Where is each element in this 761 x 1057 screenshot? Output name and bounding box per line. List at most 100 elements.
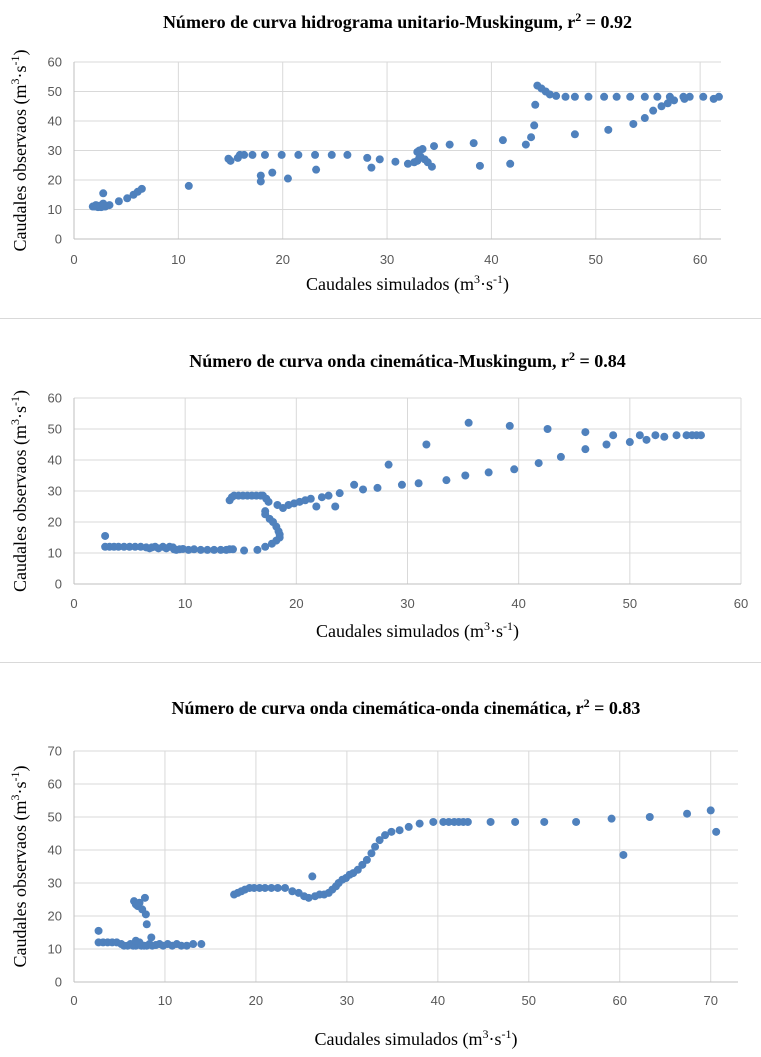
data-point	[430, 142, 439, 151]
data-point	[99, 189, 108, 198]
y-tick-label: 20	[48, 515, 62, 530]
y-tick-label: 0	[55, 975, 62, 990]
data-point	[602, 440, 611, 449]
chart-panel-1: Número de curva hidrograma unitario-Musk…	[0, 0, 761, 318]
x-tick-label: 10	[178, 596, 192, 611]
data-point	[350, 480, 359, 489]
data-point	[324, 491, 333, 500]
data-point	[570, 92, 579, 101]
data-point	[210, 545, 219, 554]
x-tick-label: 20	[249, 993, 263, 1008]
data-point	[663, 99, 672, 108]
data-point	[461, 471, 470, 480]
data-point	[261, 883, 270, 892]
data-point	[463, 817, 472, 826]
data-point	[197, 940, 206, 949]
x-tick-label: 40	[484, 252, 498, 267]
y-tick-label: 60	[48, 55, 62, 70]
data-point	[371, 842, 380, 851]
y-tick-label: 20	[48, 909, 62, 924]
x-tick-label: 0	[70, 993, 77, 1008]
x-tick-label: 60	[734, 596, 748, 611]
data-point	[581, 428, 590, 437]
x-tick-label: 40	[511, 596, 525, 611]
data-point	[311, 150, 320, 159]
x-axis-title: Caudales simulados (m3·s-1)	[306, 272, 509, 295]
data-point	[545, 90, 554, 99]
data-point	[190, 545, 199, 554]
data-point	[362, 855, 371, 864]
data-point	[660, 432, 669, 441]
data-point	[651, 431, 660, 440]
x-axis-title: Caudales simulados (m3·s-1)	[316, 619, 519, 642]
data-point	[147, 933, 156, 942]
data-point	[680, 94, 689, 103]
chart-title: Número de curva onda cinemática-onda cin…	[172, 696, 641, 718]
scatter-chart-2: Número de curva onda cinemática-Muskingu…	[8, 349, 748, 642]
data-point	[629, 119, 638, 128]
y-tick-label: 10	[48, 202, 62, 217]
y-axis-title: Caudales observaos (m3·s-1)	[8, 50, 31, 252]
data-point	[521, 140, 530, 149]
y-tick-label: 0	[55, 232, 62, 247]
y-tick-label: 30	[48, 484, 62, 499]
data-point	[699, 92, 708, 101]
y-tick-label: 60	[48, 391, 62, 406]
data-point	[600, 92, 609, 101]
data-point	[464, 418, 473, 427]
data-point	[619, 850, 628, 859]
data-point	[240, 546, 249, 555]
data-point	[268, 168, 277, 177]
data-point	[395, 826, 404, 835]
data-point	[384, 460, 393, 469]
data-point	[373, 483, 382, 492]
data-point	[642, 435, 651, 444]
data-point	[543, 425, 552, 433]
data-point	[527, 133, 536, 142]
data-point	[403, 159, 412, 168]
data-point	[397, 480, 406, 489]
data-point	[131, 936, 140, 945]
y-tick-label: 50	[48, 84, 62, 99]
data-point	[184, 181, 193, 190]
data-point	[712, 827, 721, 836]
x-tick-label: 10	[171, 252, 185, 267]
data-point	[469, 139, 478, 148]
panel-divider	[0, 662, 761, 663]
data-point	[261, 542, 270, 551]
data-point	[277, 150, 286, 159]
data-point	[429, 817, 438, 826]
data-point	[294, 150, 303, 159]
data-point	[552, 91, 561, 100]
data-point	[387, 827, 396, 836]
data-point	[363, 153, 372, 162]
data-point	[418, 145, 427, 154]
data-point	[561, 92, 570, 101]
data-point	[626, 92, 635, 101]
data-point	[120, 542, 129, 551]
data-point	[625, 438, 634, 447]
y-tick-label: 50	[48, 422, 62, 437]
data-point	[141, 910, 150, 919]
data-point	[530, 121, 539, 130]
x-tick-label: 20	[275, 252, 289, 267]
chart-title: Número de curva hidrograma unitario-Musk…	[163, 10, 632, 32]
x-tick-label: 0	[70, 252, 77, 267]
x-tick-label: 60	[613, 993, 627, 1008]
data-point	[288, 887, 297, 896]
data-point	[609, 431, 618, 440]
data-point	[256, 177, 265, 186]
scatter-chart-1: Número de curva hidrograma unitario-Musk…	[8, 10, 723, 295]
y-tick-label: 0	[55, 577, 62, 592]
y-tick-label: 10	[48, 546, 62, 561]
data-point	[203, 545, 212, 554]
x-tick-label: 10	[158, 993, 172, 1008]
data-point	[264, 497, 273, 506]
data-point	[343, 150, 352, 159]
data-point	[531, 100, 540, 109]
x-tick-label: 30	[400, 596, 414, 611]
data-point	[498, 136, 507, 145]
data-point	[584, 92, 593, 101]
data-point	[672, 431, 681, 440]
data-point	[317, 493, 326, 502]
